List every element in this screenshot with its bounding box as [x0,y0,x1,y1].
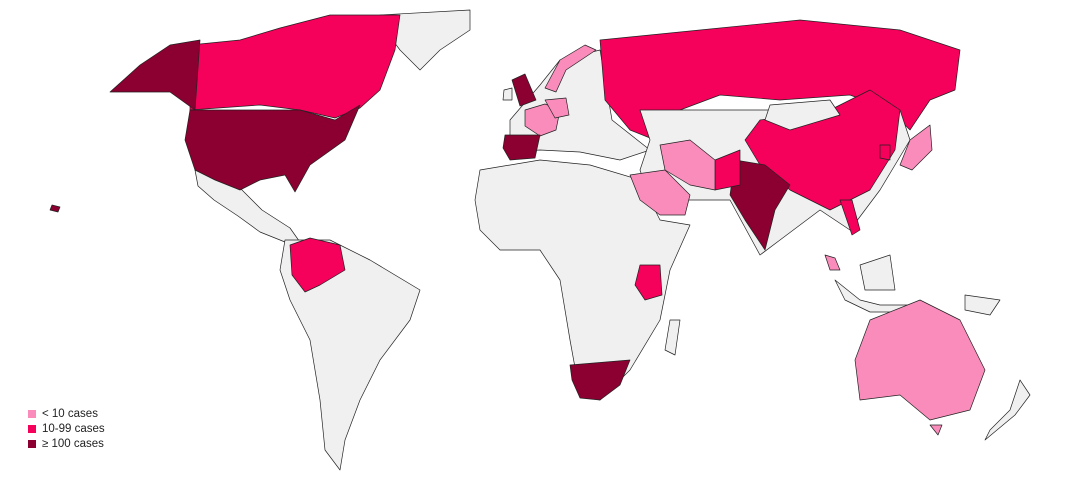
legend-swatch [28,424,36,433]
region-spain [502,134,541,161]
region-norway [544,44,597,93]
region-venezuela-and-colombia [289,237,346,293]
legend-item-low: < 10 cases [28,406,105,421]
legend-item-high: ≥ 100 cases [28,436,105,451]
region-hawaii [49,204,61,213]
region-germany [544,97,570,119]
region-india [729,159,791,251]
region-france [524,103,561,137]
region-south-africa [569,359,631,401]
legend-swatch [28,439,36,448]
legend-label: < 10 cases [42,407,98,420]
region-papua-new-guinea [964,294,1001,316]
region-south-korea [879,144,891,161]
region-ireland [502,87,513,101]
region-united-kingdom [511,73,537,107]
region-alaska [109,39,201,111]
legend-swatch [28,409,36,418]
region-japan [899,124,933,171]
region-madagascar [664,319,681,356]
region-saudi-arabia [629,169,691,216]
region-new-zealand [984,379,1031,441]
region-south-america [279,239,421,471]
region-borneo [859,254,896,291]
legend: < 10 cases 10-99 cases ≥ 100 cases [28,406,105,451]
legend-item-mid: 10-99 cases [28,421,105,436]
region-united-states [184,104,361,193]
region-tasmania [929,424,943,436]
legend-label: ≥ 100 cases [42,437,104,450]
region-kenya [634,264,663,301]
region-mongolia [764,99,841,131]
legend-label: 10-99 cases [42,422,105,435]
region-canada [189,14,401,119]
region-malaysia [824,254,841,271]
region-australia [854,299,986,421]
region-vietnam [839,199,861,236]
